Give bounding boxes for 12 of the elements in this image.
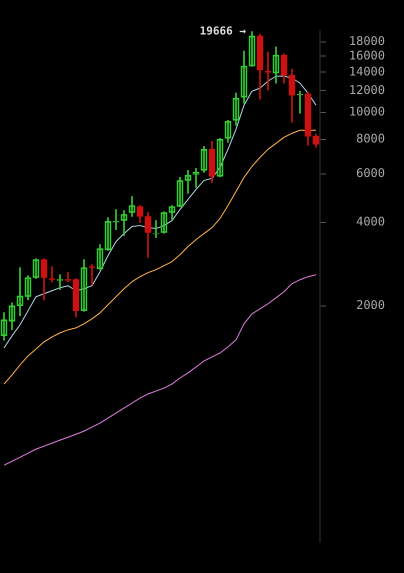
annotation: 19666 → xyxy=(200,24,246,38)
y-tick-label: 18000 xyxy=(348,34,385,48)
y-tick-label: 8000 xyxy=(356,132,385,146)
y-tick-label: 12000 xyxy=(348,82,385,97)
y-tick-label: 4000 xyxy=(356,214,385,229)
y-tick-label: 16000 xyxy=(348,48,385,62)
candlestick xyxy=(64,272,72,282)
y-tick-label: 6000 xyxy=(356,166,385,180)
y-tick-label: 14000 xyxy=(348,64,385,78)
candlestick xyxy=(48,266,56,282)
y-tick-label: 10000 xyxy=(348,104,385,119)
y-tick-label: 2000 xyxy=(356,298,385,312)
